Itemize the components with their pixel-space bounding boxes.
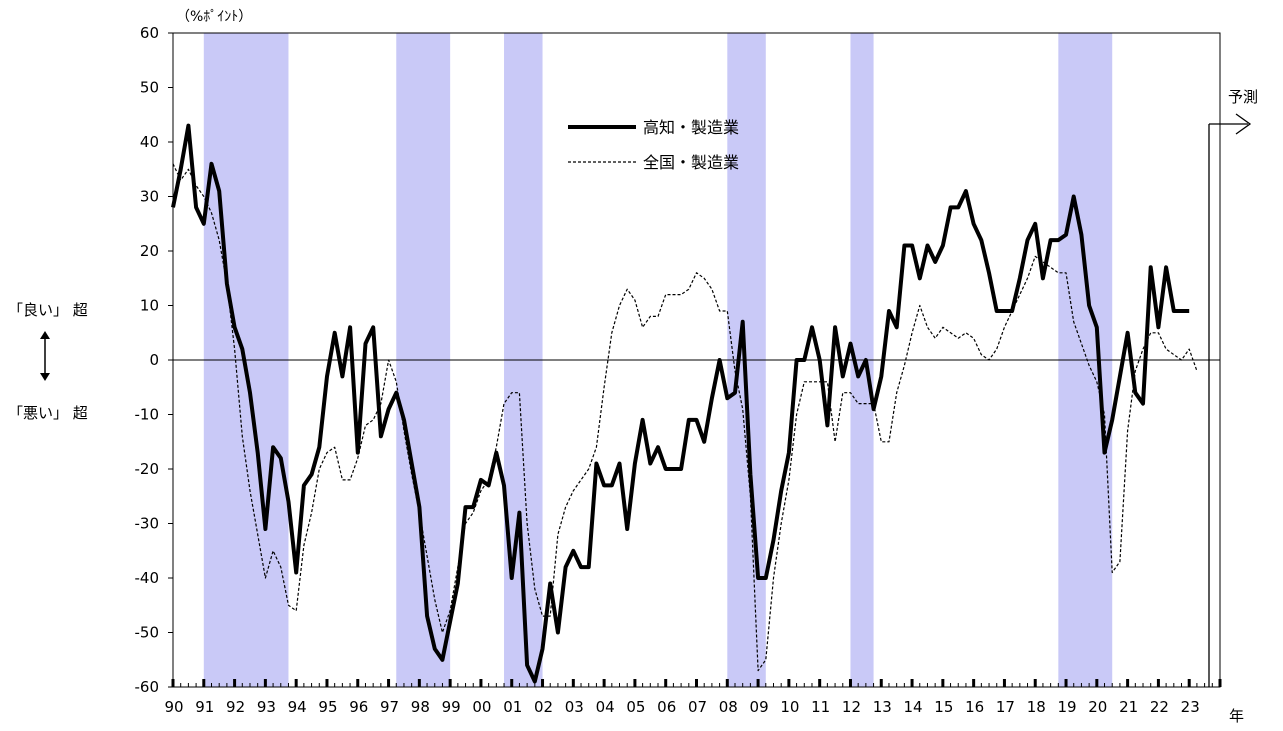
x-tick-label: 08 xyxy=(719,698,738,716)
x-tick-label: 96 xyxy=(349,698,368,716)
x-tick-label: 03 xyxy=(565,698,584,716)
y-unit-label: （%ﾎﾟｲﾝﾄ） xyxy=(176,9,253,25)
x-tick-label: 02 xyxy=(534,698,553,716)
y-tick-label: 40 xyxy=(140,133,159,151)
x-tick-label: 93 xyxy=(257,698,276,716)
y-tick-label: 50 xyxy=(140,79,159,97)
y-tick-label: -10 xyxy=(135,406,160,424)
x-tick-label: 07 xyxy=(688,698,707,716)
x-tick-label: 94 xyxy=(288,698,307,716)
up-down-arrow-icon xyxy=(38,331,52,385)
series-line-0 xyxy=(171,123,1190,684)
x-tick-label: 91 xyxy=(195,698,214,716)
y-axis: 60 50 40 30 20 10 0 -10 -20 -30 -40 -50 -60 xyxy=(135,24,173,696)
x-tick-label: 15 xyxy=(934,698,953,716)
x-tick-label: 09 xyxy=(750,698,769,716)
x-tick-label: 17 xyxy=(996,698,1015,716)
x-tick-label: 01 xyxy=(503,698,522,716)
x-tick-label: 99 xyxy=(442,698,461,716)
legend: 高知・製造業 全国・製造業 xyxy=(568,118,739,172)
legend-label-kochi: 高知・製造業 xyxy=(643,118,739,137)
x-tick-label: 22 xyxy=(1150,698,1169,716)
x-tick-label: 05 xyxy=(626,698,645,716)
x-tick-label: 98 xyxy=(411,698,430,716)
forecast-label: 予測 xyxy=(1228,88,1259,106)
y-tick-label: 10 xyxy=(140,297,159,315)
x-tick-label: 90 xyxy=(164,698,183,716)
y-tick-label: -60 xyxy=(135,678,160,696)
x-tick-label: 21 xyxy=(1119,698,1138,716)
y-tick-label: 20 xyxy=(140,242,159,260)
x-axis: 90 91 92 93 94 95 96 97 98 99 00 01 02 03 04 05 06 07 08 09… xyxy=(164,679,1222,716)
x-tick-label: 13 xyxy=(873,698,892,716)
series-line-1 xyxy=(172,163,1198,672)
x-tick-label: 18 xyxy=(1027,698,1046,716)
x-tick-label: 97 xyxy=(380,698,399,716)
y-tick-label: -20 xyxy=(135,460,160,478)
bad-side-label: 「悪い」 超 xyxy=(8,404,88,422)
x-tick-label: 20 xyxy=(1088,698,1107,716)
good-side-label: 「良い」 超 xyxy=(8,301,88,319)
x-tick-label: 04 xyxy=(596,698,615,716)
y-tick-label: -40 xyxy=(135,569,160,587)
x-tick-label: 06 xyxy=(657,698,676,716)
y-tick-label: -50 xyxy=(135,624,160,642)
x-tick-label: 16 xyxy=(965,698,984,716)
y-tick-label: 0 xyxy=(149,351,159,369)
y-tick-label: 60 xyxy=(140,24,159,42)
legend-label-national: 全国・製造業 xyxy=(643,153,739,172)
x-tick-label: 19 xyxy=(1057,698,1076,716)
x-tick-label: 12 xyxy=(842,698,861,716)
x-tick-label: 95 xyxy=(318,698,337,716)
x-tick-label: 11 xyxy=(811,698,830,716)
x-tick-label: 10 xyxy=(780,698,799,716)
x-tick-label: 23 xyxy=(1181,698,1200,716)
y-tick-label: 30 xyxy=(140,188,159,206)
forecast-arrow-icon xyxy=(1235,113,1252,135)
x-tick-label: 00 xyxy=(472,698,491,716)
y-tick-label: -30 xyxy=(135,515,160,533)
year-suffix-label: 年 xyxy=(1229,707,1245,725)
x-tick-label: 14 xyxy=(904,698,923,716)
series-lines xyxy=(171,123,1198,684)
x-tick-label: 92 xyxy=(226,698,245,716)
